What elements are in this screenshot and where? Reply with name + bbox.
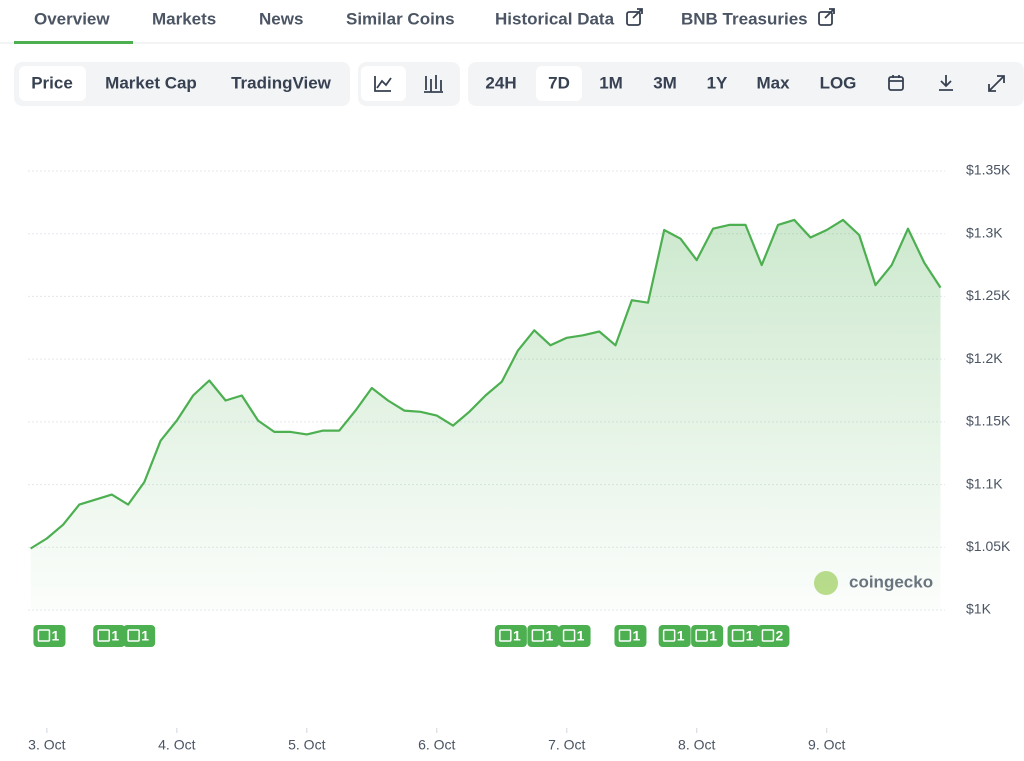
- expand-icon[interactable]: [988, 75, 1005, 92]
- view-button[interactable]: Price: [31, 73, 73, 92]
- news-icon: [662, 629, 676, 642]
- y-tick-label: $1.3K: [966, 224, 1003, 240]
- x-tick-label: 3. Oct: [28, 737, 65, 753]
- y-tick-label: $1.35K: [966, 162, 1011, 178]
- range-button[interactable]: 1M: [599, 73, 623, 92]
- news-icon: [562, 629, 576, 642]
- x-tick-label: 8. Oct: [678, 737, 715, 753]
- y-tick-label: $1.25K: [966, 287, 1011, 303]
- candle-icon[interactable]: [424, 75, 443, 93]
- range-button[interactable]: 24H: [485, 73, 516, 92]
- view-button[interactable]: Market Cap: [105, 73, 197, 92]
- view-group: [14, 62, 350, 106]
- y-tick-label: $1.1K: [966, 475, 1003, 491]
- active-button: [536, 66, 582, 101]
- news-icon: [731, 629, 745, 642]
- tab[interactable]: Overview: [34, 9, 110, 28]
- tab[interactable]: Historical Data: [495, 9, 615, 28]
- news-count: 1: [633, 628, 641, 644]
- news-count: 1: [545, 628, 553, 644]
- tab[interactable]: Similar Coins: [346, 9, 455, 28]
- news-icon: [127, 629, 140, 642]
- active-tab-underline: [14, 41, 133, 44]
- news-count: 1: [111, 628, 119, 644]
- news-icon: [618, 629, 632, 642]
- news-count: 1: [577, 628, 585, 644]
- price-line: [30, 218, 942, 550]
- news-icon: [761, 629, 775, 642]
- y-tick-label: $1.15K: [966, 413, 1011, 429]
- area: [30, 219, 941, 610]
- news-count: 1: [677, 628, 685, 644]
- y-tick-label: $1K: [966, 601, 992, 617]
- x-tick-label: 9. Oct: [808, 737, 845, 753]
- news-count: 1: [709, 628, 717, 644]
- active-button: [19, 66, 86, 101]
- range-button[interactable]: 3M: [653, 73, 677, 92]
- tab[interactable]: News: [259, 9, 303, 28]
- news-count: 2: [776, 628, 784, 644]
- external-icon: [626, 8, 643, 26]
- range-button[interactable]: 1Y: [707, 73, 728, 92]
- news-icon: [531, 629, 545, 642]
- news-count: 1: [141, 628, 149, 644]
- x-tick-label: 6. Oct: [418, 737, 455, 753]
- x-tick-label: 5. Oct: [288, 737, 325, 753]
- y-tick-label: $1.05K: [966, 538, 1011, 554]
- external-icon: [818, 8, 835, 26]
- news-icon: [499, 629, 512, 642]
- calendar-icon[interactable]: [888, 75, 904, 91]
- news-count: 1: [513, 628, 521, 644]
- y-tick-label: $1.2K: [966, 350, 1003, 366]
- news-count: 1: [746, 628, 754, 644]
- range-group: [468, 62, 1024, 106]
- range-button[interactable]: 7D: [548, 73, 570, 92]
- download-icon[interactable]: [939, 75, 953, 91]
- news-icon: [97, 629, 110, 642]
- news-count: 1: [52, 628, 60, 644]
- tab[interactable]: Markets: [152, 9, 216, 28]
- view-button[interactable]: TradingView: [231, 73, 332, 92]
- tab[interactable]: BNB Treasuries: [681, 9, 808, 28]
- range-button[interactable]: LOG: [820, 73, 857, 92]
- news-icon: [695, 629, 708, 642]
- x-tick-label: 4. Oct: [158, 737, 195, 753]
- line-icon[interactable]: [374, 76, 392, 92]
- news-icon: [37, 629, 51, 642]
- x-tick-label: 7. Oct: [548, 737, 585, 753]
- range-button[interactable]: Max: [756, 73, 790, 92]
